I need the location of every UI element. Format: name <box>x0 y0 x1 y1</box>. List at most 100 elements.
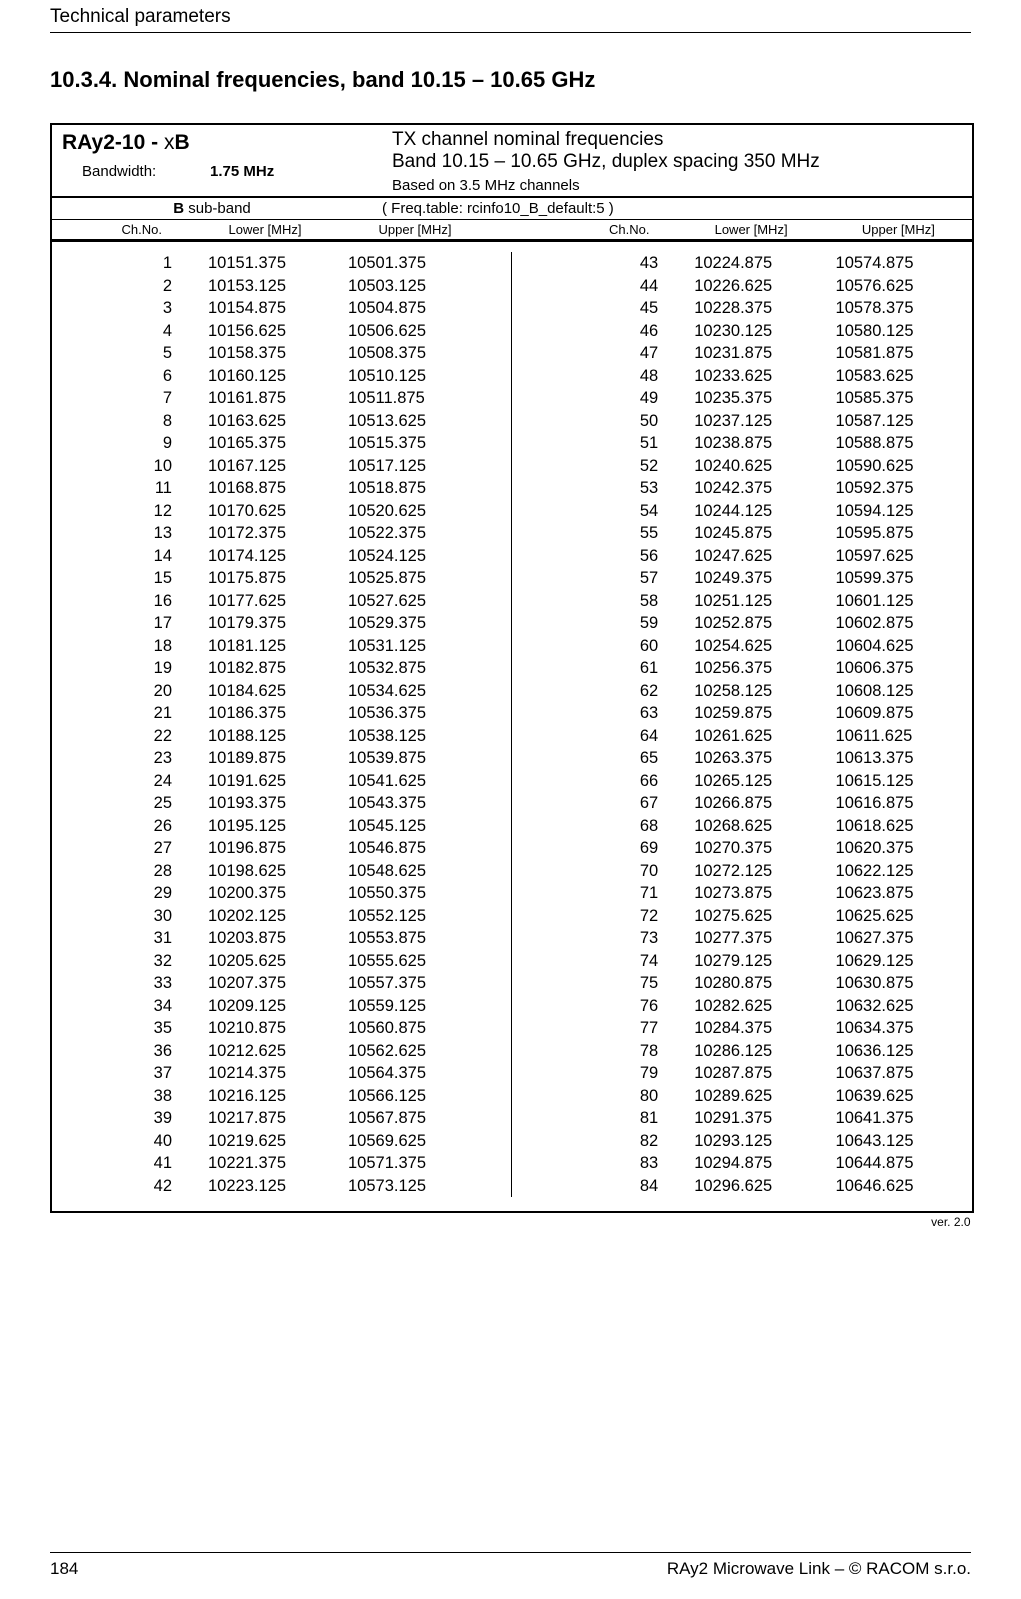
version-label: ver. 2.0 <box>51 1215 971 1229</box>
cell-lower: 10237.125 <box>694 410 835 433</box>
table-row: 1310172.37510522.375 <box>52 522 511 545</box>
table-row: 3010202.12510552.125 <box>52 905 511 928</box>
cell-upper: 10539.875 <box>348 747 488 770</box>
cell-ch: 48 <box>512 365 694 388</box>
cell-upper: 10601.125 <box>836 590 972 613</box>
cell-ch: 5 <box>52 342 208 365</box>
cell-upper: 10548.625 <box>348 860 488 883</box>
cell-upper: 10590.625 <box>836 455 972 478</box>
cell-ch: 11 <box>52 477 208 500</box>
cell-ch: 63 <box>512 702 694 725</box>
cell-ch: 49 <box>512 387 694 410</box>
cell-ch: 13 <box>52 522 208 545</box>
cell-ch: 8 <box>52 410 208 433</box>
cell-upper: 10597.625 <box>836 545 972 568</box>
cell-lower: 10188.125 <box>208 725 348 748</box>
table-row: 1710179.37510529.375 <box>52 612 511 635</box>
cell-lower: 10226.625 <box>694 275 835 298</box>
cell-upper: 10636.125 <box>836 1040 972 1063</box>
cell-upper: 10564.375 <box>348 1062 488 1085</box>
cell-lower: 10217.875 <box>208 1107 348 1130</box>
table-row: 2810198.62510548.625 <box>52 860 511 883</box>
cell-upper: 10511.875 <box>348 387 488 410</box>
table-row: 5010237.12510587.125 <box>512 410 972 433</box>
cell-upper: 10527.625 <box>348 590 488 613</box>
cell-ch: 82 <box>512 1130 694 1153</box>
cell-upper: 10608.125 <box>836 680 972 703</box>
cell-ch: 60 <box>512 635 694 658</box>
table-row: 8210293.12510643.125 <box>512 1130 972 1153</box>
cell-lower: 10270.375 <box>694 837 835 860</box>
cell-lower: 10216.125 <box>208 1085 348 1108</box>
cell-ch: 68 <box>512 815 694 838</box>
cell-lower: 10165.375 <box>208 432 348 455</box>
cell-ch: 61 <box>512 657 694 680</box>
cell-upper: 10630.875 <box>836 972 972 995</box>
cell-ch: 83 <box>512 1152 694 1175</box>
table-row: 8110291.37510641.375 <box>512 1107 972 1130</box>
cell-ch: 17 <box>52 612 208 635</box>
cell-ch: 54 <box>512 500 694 523</box>
bandwidth-label: Bandwidth: <box>62 163 210 180</box>
cell-lower: 10174.125 <box>208 545 348 568</box>
cell-lower: 10272.125 <box>694 860 835 883</box>
table-row: 2410191.62510541.625 <box>52 770 511 793</box>
cell-ch: 40 <box>52 1130 208 1153</box>
cell-upper: 10515.375 <box>348 432 488 455</box>
cell-lower: 10196.875 <box>208 837 348 860</box>
table-row: 510158.37510508.375 <box>52 342 511 365</box>
cell-lower: 10287.875 <box>694 1062 835 1085</box>
cell-ch: 50 <box>512 410 694 433</box>
table-row: 3410209.12510559.125 <box>52 995 511 1018</box>
frequency-table: RAy2-10 - xB Bandwidth: 1.75 MHz TX chan… <box>50 123 974 1213</box>
cell-lower: 10212.625 <box>208 1040 348 1063</box>
cell-ch: 80 <box>512 1085 694 1108</box>
cell-lower: 10203.875 <box>208 927 348 950</box>
table-row: 1010167.12510517.125 <box>52 455 511 478</box>
cell-upper: 10632.625 <box>836 995 972 1018</box>
cell-ch: 56 <box>512 545 694 568</box>
table-row: 5810251.12510601.125 <box>512 590 972 613</box>
table-row: 5210240.62510590.625 <box>512 455 972 478</box>
cell-lower: 10191.625 <box>208 770 348 793</box>
cell-upper: 10609.875 <box>836 702 972 725</box>
cell-upper: 10501.375 <box>348 252 488 275</box>
subband-row: B sub-band ( Freq.table: rcinfo10_B_defa… <box>52 197 972 220</box>
table-row: 4810233.62510583.625 <box>512 365 972 388</box>
cell-upper: 10506.625 <box>348 320 488 343</box>
cell-ch: 74 <box>512 950 694 973</box>
cell-ch: 4 <box>52 320 208 343</box>
cell-upper: 10560.875 <box>348 1017 488 1040</box>
cell-upper: 10637.875 <box>836 1062 972 1085</box>
cell-upper: 10641.375 <box>836 1107 972 1130</box>
cell-lower: 10154.875 <box>208 297 348 320</box>
cell-lower: 10153.125 <box>208 275 348 298</box>
bandwidth-value: 1.75 MHz <box>210 163 382 180</box>
table-row: 710161.87510511.875 <box>52 387 511 410</box>
table-row: 1410174.12510524.125 <box>52 545 511 568</box>
cell-lower: 10289.625 <box>694 1085 835 1108</box>
cell-ch: 47 <box>512 342 694 365</box>
table-row: 3210205.62510555.625 <box>52 950 511 973</box>
table-row: 3910217.87510567.875 <box>52 1107 511 1130</box>
table-row: 2310189.87510539.875 <box>52 747 511 770</box>
cell-upper: 10643.125 <box>836 1130 972 1153</box>
cell-lower: 10245.875 <box>694 522 835 545</box>
cell-ch: 51 <box>512 432 694 455</box>
table-row: 5910252.87510602.875 <box>512 612 972 635</box>
cell-ch: 15 <box>52 567 208 590</box>
cell-upper: 10569.625 <box>348 1130 488 1153</box>
cell-upper: 10592.375 <box>836 477 972 500</box>
cell-lower: 10230.125 <box>694 320 835 343</box>
cell-upper: 10602.875 <box>836 612 972 635</box>
cell-upper: 10644.875 <box>836 1152 972 1175</box>
table-row: 8410296.62510646.625 <box>512 1175 972 1198</box>
cell-lower: 10265.125 <box>694 770 835 793</box>
cell-upper: 10595.875 <box>836 522 972 545</box>
cell-lower: 10205.625 <box>208 950 348 973</box>
page-number: 184 <box>50 1559 78 1579</box>
cell-ch: 76 <box>512 995 694 1018</box>
cell-lower: 10179.375 <box>208 612 348 635</box>
cell-ch: 1 <box>52 252 208 275</box>
cell-ch: 9 <box>52 432 208 455</box>
